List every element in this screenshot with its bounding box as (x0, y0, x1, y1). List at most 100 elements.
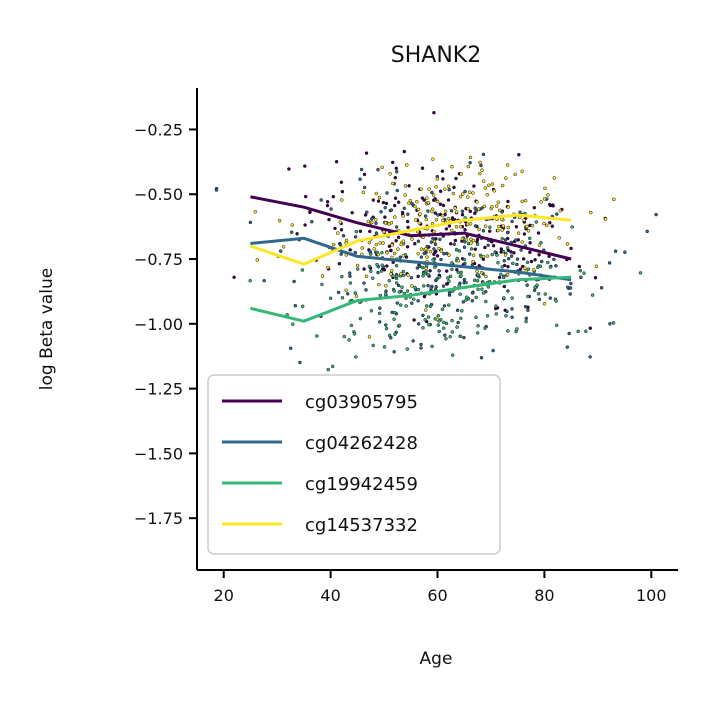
scatter-point (460, 209, 465, 214)
scatter-point (392, 203, 397, 208)
scatter-point (434, 184, 438, 189)
scatter-point (374, 242, 379, 247)
scatter-point (425, 196, 429, 200)
scatter-point (300, 304, 305, 309)
scatter-point (384, 323, 388, 327)
scatter-point (463, 261, 467, 266)
scatter-point (578, 268, 583, 273)
scatter-point (476, 324, 480, 328)
scatter-point (593, 275, 598, 280)
scatter-point (379, 210, 383, 214)
scatter-point (385, 264, 389, 268)
scatter-point (371, 198, 376, 202)
scatter-point (398, 255, 403, 260)
scatter-point (502, 275, 506, 280)
scatter-point (477, 227, 481, 232)
scatter-point (471, 253, 476, 258)
scatter-point (330, 364, 335, 369)
scatter-point (458, 194, 463, 199)
scatter-point (334, 159, 339, 164)
scatter-point (502, 296, 506, 300)
scatter-point (588, 355, 592, 359)
scatter-point (426, 315, 431, 319)
scatter-point (558, 208, 563, 213)
scatter-point (367, 335, 372, 339)
scatter-point (248, 278, 252, 283)
scatter-point (406, 273, 410, 277)
x-tick-label: 40 (320, 586, 340, 605)
scatter-point (432, 252, 436, 257)
scatter-point (475, 242, 480, 247)
scatter-point (654, 212, 658, 217)
scatter-point (387, 244, 392, 249)
y-tick-label: −1.75 (134, 509, 183, 528)
scatter-point (567, 331, 571, 336)
scatter-point (536, 231, 541, 235)
scatter-point (438, 202, 443, 206)
scatter-point (262, 278, 266, 283)
scatter-point (505, 246, 510, 250)
scatter-point (514, 238, 518, 242)
scatter-point (430, 344, 434, 349)
scatter-point (539, 200, 543, 204)
scatter-point (380, 165, 384, 170)
scatter-point (394, 166, 399, 171)
scatter-point (568, 286, 573, 290)
scatter-point (303, 164, 307, 168)
scatter-point (341, 233, 346, 238)
scatter-point (483, 224, 488, 228)
scatter-point (603, 217, 608, 221)
scatter-point (491, 243, 496, 248)
scatter-point (607, 261, 612, 265)
scatter-point (416, 274, 420, 279)
scatter-point (401, 273, 406, 278)
scatter-point (416, 287, 421, 292)
scatter-point (467, 190, 472, 194)
scatter-point (426, 283, 430, 288)
scatter-point (377, 195, 382, 200)
scatter-point (570, 225, 574, 229)
legend-label: cg03905795 (305, 392, 418, 413)
scatter-point (623, 250, 627, 254)
scatter-point (380, 250, 384, 255)
scatter-point (362, 281, 366, 285)
scatter-point (405, 347, 410, 351)
trend-line (250, 275, 572, 323)
scatter-point (401, 214, 406, 218)
scatter-point (446, 198, 451, 202)
scatter-point (443, 187, 447, 192)
scatter-point (397, 290, 402, 294)
scatter-point (499, 247, 504, 251)
scatter-point (358, 316, 363, 321)
scatter-point (424, 246, 428, 251)
scatter-point (501, 224, 506, 228)
scatter-point (420, 265, 425, 270)
scatter-point (487, 229, 492, 233)
scatter-point (528, 250, 532, 255)
scatter-point (328, 296, 333, 301)
scatter-point (496, 200, 501, 205)
scatter-point (470, 263, 475, 267)
scatter-point (427, 187, 431, 191)
scatter-point (486, 243, 490, 248)
scatter-point (475, 200, 479, 204)
scatter-point (281, 245, 286, 249)
scatter-point (393, 196, 398, 200)
scatter-point (485, 314, 490, 318)
scatter-point (451, 191, 456, 196)
scatter-point (532, 288, 537, 293)
scatter-point (483, 326, 487, 330)
scatter-point (460, 236, 465, 241)
scatter-point (331, 194, 336, 199)
scatter-point (359, 167, 364, 172)
scatter-point (364, 151, 369, 155)
scatter-point (523, 304, 528, 309)
scatter-point (419, 346, 423, 350)
scatter-point (367, 264, 372, 269)
legend: cg03905795 cg04262428 cg19942459 cg14537332 (207, 374, 501, 555)
scatter-point (450, 318, 454, 323)
scatter-point (389, 268, 394, 273)
scatter-point (429, 240, 434, 244)
scatter-point (295, 232, 299, 236)
scatter-point (358, 229, 363, 234)
